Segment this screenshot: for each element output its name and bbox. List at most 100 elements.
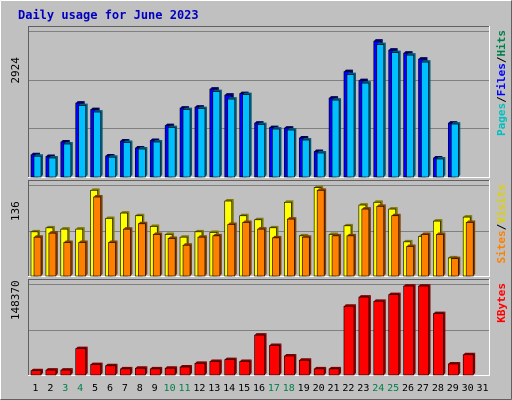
day-label-27: 27 xyxy=(417,383,429,394)
legend-middle: Sites/Visits xyxy=(495,184,508,264)
bar-sites-day-11 xyxy=(182,243,193,277)
bar-kbytes-day-13 xyxy=(209,359,222,376)
day-label-3: 3 xyxy=(62,383,68,394)
bar-kbytes-day-17 xyxy=(269,343,282,376)
day-label-12: 12 xyxy=(193,383,205,394)
bar-files-day-10 xyxy=(167,125,178,178)
legend-pages: Pages xyxy=(495,103,508,136)
legend-kbytes: KBytes xyxy=(495,283,508,323)
bar-files-day-18 xyxy=(287,128,297,178)
day-label-8: 8 xyxy=(137,383,143,394)
day-label-16: 16 xyxy=(253,383,265,394)
bar-kbytes-day-18 xyxy=(284,353,297,376)
bar-sites-day-30 xyxy=(465,220,476,277)
bar-kbytes-day-14 xyxy=(224,357,237,376)
bar-kbytes-day-9 xyxy=(149,366,163,376)
bar-files-day-27 xyxy=(421,60,431,178)
bar-sites-day-20 xyxy=(316,188,327,277)
legend-top: Pages/Files/Hits xyxy=(495,30,508,136)
bar-files-day-19 xyxy=(301,138,312,178)
bar-kbytes-day-2 xyxy=(45,368,58,376)
day-label-14: 14 xyxy=(223,383,235,394)
bar-sites-day-13 xyxy=(212,233,222,277)
chart-panels: 2924Pages/Files/Hits136Sites/Visits14837… xyxy=(9,26,508,376)
bar-kbytes-day-12 xyxy=(194,361,207,376)
day-label-22: 22 xyxy=(342,383,354,394)
bar-files-day-26 xyxy=(406,53,416,178)
bar-sites-day-5 xyxy=(93,195,103,277)
day-label-23: 23 xyxy=(357,383,369,394)
bar-files-day-9 xyxy=(152,140,163,178)
bar-sites-day-29 xyxy=(450,256,461,277)
day-label-13: 13 xyxy=(208,383,220,394)
bar-files-day-12 xyxy=(197,106,207,178)
bar-kbytes-day-11 xyxy=(179,365,193,376)
y-max-label: 148370 xyxy=(9,280,22,320)
bar-files-day-6 xyxy=(108,155,118,178)
day-label-25: 25 xyxy=(387,383,399,394)
y-max-label: 2924 xyxy=(9,57,22,84)
bar-files-day-16 xyxy=(257,122,267,178)
bar-kbytes-day-28 xyxy=(433,311,446,376)
day-label-26: 26 xyxy=(402,383,414,394)
bar-sites-day-23 xyxy=(361,207,371,277)
bar-kbytes-day-27 xyxy=(418,284,431,376)
bar-kbytes-day-25 xyxy=(388,292,401,376)
bar-sites-day-21 xyxy=(331,233,342,277)
bar-sites-day-17 xyxy=(272,235,282,277)
chart-title: Daily usage for June 2023 xyxy=(18,8,199,22)
bar-files-day-21 xyxy=(331,98,342,178)
bar-sites-day-9 xyxy=(152,232,163,277)
bar-files-day-1 xyxy=(33,154,43,178)
y-max-label: 136 xyxy=(9,201,22,221)
day-label-4: 4 xyxy=(77,383,83,394)
day-axis: 1 2 3 4 5 6 7 8 9 10 11 12 13 14 15 16 17 18 19 20 21 22 23 24 2… xyxy=(32,383,488,394)
bar-kbytes-day-29 xyxy=(447,361,461,376)
bar-kbytes-day-6 xyxy=(105,363,118,376)
legend-separator: / xyxy=(495,223,508,230)
bar-files-day-22 xyxy=(346,72,356,178)
day-label-11: 11 xyxy=(178,383,190,394)
bar-files-day-17 xyxy=(272,127,282,178)
bar-files-day-2 xyxy=(48,156,58,178)
bar-kbytes-day-19 xyxy=(298,358,312,376)
bar-files-day-3 xyxy=(63,142,73,178)
bar-files-day-7 xyxy=(123,140,133,178)
day-label-9: 9 xyxy=(152,383,158,394)
bar-files-day-11 xyxy=(182,107,193,178)
bar-kbytes-day-7 xyxy=(120,366,133,376)
bar-sites-day-15 xyxy=(242,220,252,277)
bar-kbytes-day-1 xyxy=(30,368,43,376)
day-label-17: 17 xyxy=(268,383,280,394)
bar-files-day-15 xyxy=(242,92,252,178)
legend-sites: Sites xyxy=(495,230,508,263)
day-label-1: 1 xyxy=(32,383,38,394)
panel-top: 2924 Pages/Files/Hits xyxy=(9,26,508,178)
day-label-28: 28 xyxy=(432,383,444,394)
day-label-24: 24 xyxy=(372,383,384,394)
legend-separator: / xyxy=(495,96,508,103)
bar-sites-day-14 xyxy=(227,222,237,277)
bar-files-day-4 xyxy=(78,103,88,178)
day-label-19: 19 xyxy=(298,383,310,394)
bar-kbytes-day-3 xyxy=(60,368,73,376)
bar-sites-day-2 xyxy=(48,231,58,277)
legend-files: Files xyxy=(495,63,508,96)
bar-sites-day-28 xyxy=(436,232,446,277)
bar-files-day-8 xyxy=(138,147,148,178)
day-label-10: 10 xyxy=(164,383,176,394)
bar-sites-day-24 xyxy=(376,204,386,277)
bar-sites-day-16 xyxy=(257,227,267,277)
bar-sites-day-18 xyxy=(287,217,297,277)
bar-kbytes-day-5 xyxy=(90,362,103,376)
day-label-2: 2 xyxy=(47,383,53,394)
legend-visits: Visits xyxy=(495,184,508,224)
bar-sites-day-25 xyxy=(391,213,401,277)
bar-sites-day-22 xyxy=(346,233,356,277)
bar-files-day-28 xyxy=(436,157,446,178)
bar-sites-day-19 xyxy=(301,235,312,277)
bar-files-day-29 xyxy=(450,122,461,178)
bar-sites-day-26 xyxy=(406,244,416,277)
day-label-31: 31 xyxy=(477,383,489,394)
